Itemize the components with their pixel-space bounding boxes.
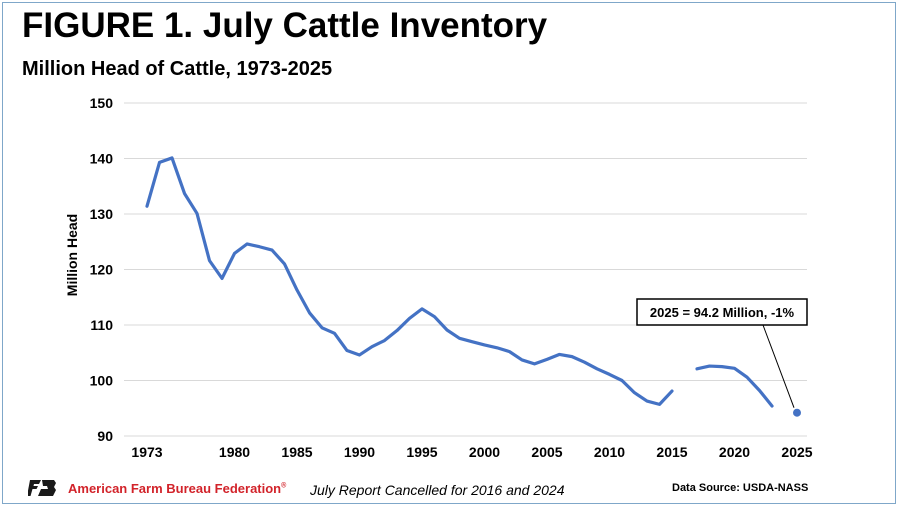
annotation-text: 2025 = 94.2 Million, -1% xyxy=(650,305,795,320)
farm-bureau-logo-icon xyxy=(28,480,56,496)
x-tick-label: 1973 xyxy=(131,444,162,460)
series-line-segment-2 xyxy=(695,364,774,408)
x-axis-ticks: 1973 1980 1985 1990 1995 2000 2005 2010 2015 2020… xyxy=(131,444,812,460)
y-tick-label: 130 xyxy=(90,206,114,222)
x-tick-label: 2020 xyxy=(719,444,750,460)
annotation-box xyxy=(636,298,808,326)
series-line-segment-1 xyxy=(145,156,674,406)
y-axis-ticks: 90 100 110 120 130 140 150 xyxy=(90,95,114,444)
x-tick-label: 2000 xyxy=(469,444,500,460)
annotation: 2025 = 94.2 Million, -1% xyxy=(636,298,808,408)
x-tick-label: 2010 xyxy=(594,444,625,460)
data-point-2025 xyxy=(793,408,801,417)
chart-subtitle: Million Head of Cattle, 1973-2025 xyxy=(22,58,333,80)
series-points xyxy=(793,408,801,417)
y-tick-label: 120 xyxy=(90,262,114,278)
x-tick-label: 1985 xyxy=(281,444,312,460)
series-lines xyxy=(145,156,774,408)
x-tick-label: 1980 xyxy=(219,444,250,460)
data-source: Data Source: USDA-NASS xyxy=(672,482,809,494)
y-tick-label: 140 xyxy=(90,151,114,167)
y-tick-label: 100 xyxy=(90,373,114,389)
x-tick-label: 1990 xyxy=(344,444,375,460)
y-tick-label: 150 xyxy=(90,95,114,111)
y-axis-label: Million Head xyxy=(64,214,80,296)
y-tick-label: 90 xyxy=(97,428,113,444)
footnote: July Report Cancelled for 2016 and 2024 xyxy=(310,482,565,498)
x-tick-label: 2015 xyxy=(656,444,687,460)
x-tick-label: 2025 xyxy=(781,444,812,460)
chart-title: FIGURE 1. July Cattle Inventory xyxy=(22,6,548,45)
org-logo: American Farm Bureau Federation® xyxy=(28,478,286,498)
annotation-leader-line xyxy=(762,324,795,408)
x-tick-label: 2005 xyxy=(531,444,562,460)
x-tick-label: 1995 xyxy=(406,444,437,460)
y-tick-label: 110 xyxy=(90,317,113,333)
org-name: American Farm Bureau Federation® xyxy=(68,480,287,496)
